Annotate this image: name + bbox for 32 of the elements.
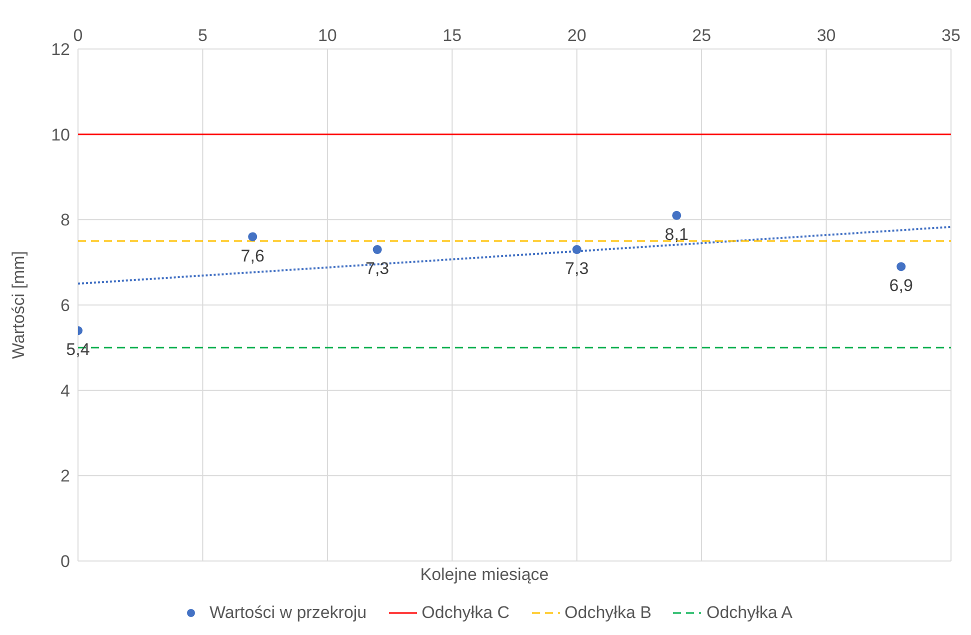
data-label: 7,6 [240, 246, 264, 266]
data-label: 7,3 [365, 259, 390, 278]
x-tick-label: 15 [442, 26, 462, 45]
y-tick-label: 2 [60, 466, 70, 486]
x-tick-label: 30 [816, 26, 836, 45]
point [572, 245, 582, 254]
y-tick-label: 8 [60, 210, 70, 230]
x-tick-label: 25 [692, 26, 712, 45]
data-label: 6,9 [889, 276, 913, 296]
y-axis-title: Wartości [mm] [9, 251, 28, 359]
point [248, 232, 258, 242]
x-tick-label: 5 [198, 26, 208, 45]
legend-label: Odchyłka B [564, 603, 652, 623]
point [672, 210, 682, 220]
y-tick-label: 4 [60, 381, 70, 400]
data-label: 8,1 [664, 224, 688, 244]
legend-label: Wartości w przekroju [208, 603, 367, 623]
data-label: 7,3 [565, 259, 589, 278]
point [372, 245, 382, 254]
x-tick-label: 10 [318, 26, 337, 45]
legend-label: Odchyłka A [705, 603, 792, 623]
legend-label: Odchyłka C [420, 603, 510, 623]
y-tick-label: 12 [51, 40, 70, 60]
data-label: 5,4 [66, 340, 90, 360]
x-tick-label: 35 [942, 26, 960, 45]
y-tick-label: 0 [60, 552, 70, 572]
x-tick-label: 20 [567, 26, 586, 45]
y-tick-label: 6 [60, 296, 70, 316]
y-tick-label: 10 [51, 125, 70, 144]
x-axis-title: Kolejne miesiące [420, 565, 549, 584]
x-tick-label: 0 [73, 26, 83, 45]
point [896, 262, 906, 272]
